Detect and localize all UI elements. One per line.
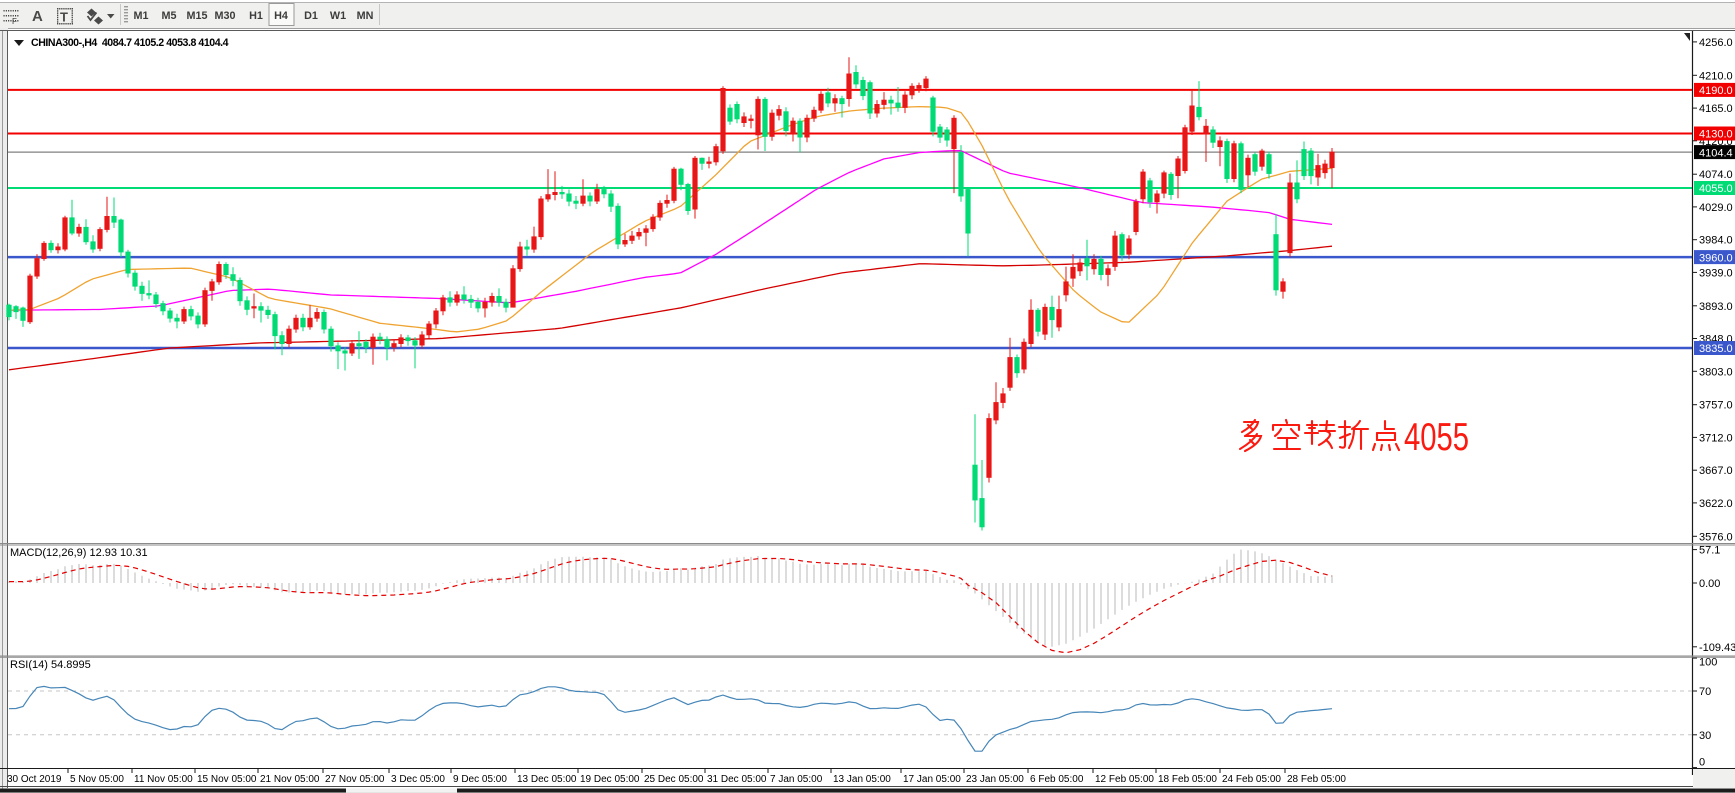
svg-text:15 Nov 05:00: 15 Nov 05:00	[197, 774, 257, 785]
svg-text:28 Feb 05:00: 28 Feb 05:00	[1287, 774, 1346, 785]
svg-text:25 Dec 05:00: 25 Dec 05:00	[644, 774, 704, 785]
svg-text:H1: H1	[249, 10, 263, 22]
svg-text:4210.0: 4210.0	[1699, 70, 1733, 82]
svg-text:M1: M1	[134, 10, 149, 22]
svg-text:W1: W1	[330, 10, 346, 22]
svg-text:100: 100	[1699, 657, 1717, 669]
svg-text:17 Jan 05:00: 17 Jan 05:00	[903, 774, 961, 785]
svg-text:6 Feb 05:00: 6 Feb 05:00	[1030, 774, 1084, 785]
svg-text:18 Feb 05:00: 18 Feb 05:00	[1158, 774, 1217, 785]
svg-text:CHINA300-,H4 4084.7 4105.2 40: CHINA300-,H4 4084.7 4105.2 4053.8 4104.4	[31, 37, 229, 49]
svg-text:F: F	[12, 17, 17, 26]
svg-text:4055: 4055	[1404, 416, 1469, 459]
svg-text:3893.0: 3893.0	[1699, 301, 1733, 313]
svg-text:M30: M30	[214, 10, 235, 22]
svg-text:57.1: 57.1	[1699, 545, 1720, 557]
svg-text:H4: H4	[274, 10, 288, 22]
svg-text:3576.0: 3576.0	[1699, 531, 1733, 543]
svg-text:3 Dec 05:00: 3 Dec 05:00	[391, 774, 445, 785]
svg-text:0.00: 0.00	[1699, 578, 1720, 590]
svg-text:3757.0: 3757.0	[1699, 400, 1733, 412]
svg-text:RSI(14) 54.8995: RSI(14) 54.8995	[10, 659, 91, 671]
svg-text:3803.0: 3803.0	[1699, 366, 1733, 378]
svg-text:5 Nov 05:00: 5 Nov 05:00	[70, 774, 124, 785]
svg-text:3667.0: 3667.0	[1699, 465, 1733, 477]
svg-text:4029.0: 4029.0	[1699, 202, 1733, 214]
svg-text:0: 0	[1699, 757, 1705, 769]
svg-text:3835.0: 3835.0	[1699, 343, 1733, 355]
svg-text:31 Dec 05:00: 31 Dec 05:00	[707, 774, 767, 785]
svg-text:3960.0: 3960.0	[1699, 252, 1733, 264]
svg-text:3622.0: 3622.0	[1699, 498, 1733, 510]
svg-text:11 Nov 05:00: 11 Nov 05:00	[134, 774, 193, 785]
svg-text:M15: M15	[186, 10, 207, 22]
svg-text:4130.0: 4130.0	[1699, 129, 1733, 141]
svg-text:4256.0: 4256.0	[1699, 37, 1733, 49]
svg-text:MN: MN	[357, 10, 374, 22]
svg-text:24 Feb 05:00: 24 Feb 05:00	[1222, 774, 1281, 785]
svg-text:4165.0: 4165.0	[1699, 103, 1733, 115]
svg-text:21 Nov 05:00: 21 Nov 05:00	[260, 774, 320, 785]
svg-text:3939.0: 3939.0	[1699, 267, 1733, 279]
svg-text:T: T	[60, 10, 68, 25]
svg-text:19 Dec 05:00: 19 Dec 05:00	[580, 774, 640, 785]
svg-text:-109.43: -109.43	[1699, 642, 1735, 654]
svg-text:23 Jan 05:00: 23 Jan 05:00	[966, 774, 1024, 785]
svg-text:D1: D1	[304, 10, 318, 22]
svg-text:30: 30	[1699, 730, 1711, 742]
svg-text:3712.0: 3712.0	[1699, 432, 1733, 444]
svg-text:4055.0: 4055.0	[1699, 183, 1733, 195]
svg-text:70: 70	[1699, 686, 1711, 698]
svg-text:3984.0: 3984.0	[1699, 235, 1733, 247]
svg-text:4074.0: 4074.0	[1699, 169, 1733, 181]
svg-text:MACD(12,26,9) 12.93 10.31: MACD(12,26,9) 12.93 10.31	[10, 547, 148, 559]
svg-text:12 Feb 05:00: 12 Feb 05:00	[1095, 774, 1154, 785]
svg-text:7 Jan 05:00: 7 Jan 05:00	[770, 774, 823, 785]
svg-text:27 Nov 05:00: 27 Nov 05:00	[325, 774, 385, 785]
svg-text:30 Oct 2019: 30 Oct 2019	[7, 774, 62, 785]
svg-text:4190.0: 4190.0	[1699, 85, 1733, 97]
svg-text:A: A	[32, 8, 43, 25]
svg-text:9 Dec 05:00: 9 Dec 05:00	[453, 774, 507, 785]
svg-text:13 Dec 05:00: 13 Dec 05:00	[517, 774, 577, 785]
svg-text:M5: M5	[162, 10, 177, 22]
svg-text:13 Jan 05:00: 13 Jan 05:00	[833, 774, 891, 785]
svg-text:4104.4: 4104.4	[1699, 147, 1733, 159]
